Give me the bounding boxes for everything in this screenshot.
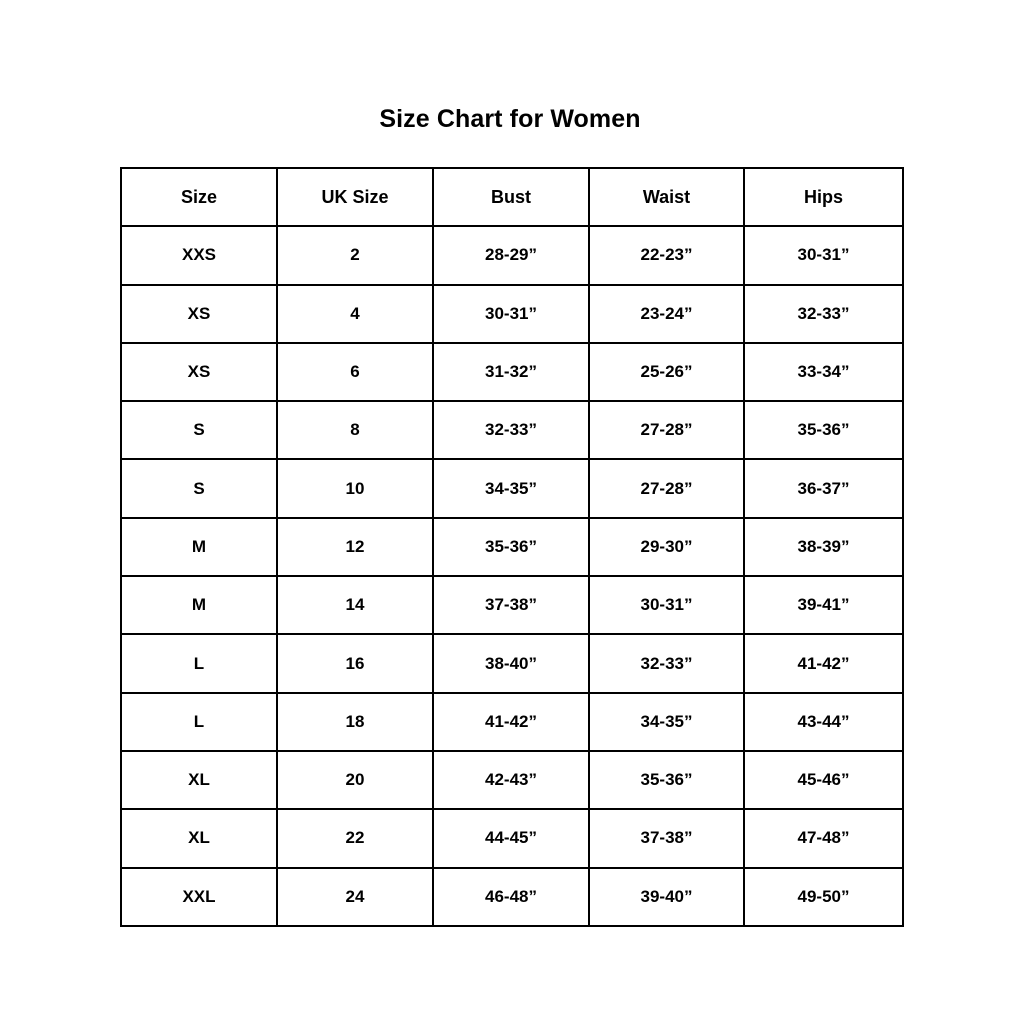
cell-uk-size: 4 [276,283,434,344]
cell-uk-size: 20 [276,749,434,811]
cell-uk-size: 14 [276,575,434,636]
table-row: S 8 32-33” 27-28” 35-36” [120,400,904,461]
table-row: XS 4 30-31” 23-24” 32-33” [120,283,904,344]
table-row: XXS 2 28-29” 22-23” 30-31” [120,225,904,286]
cell-size: XL [120,749,278,811]
cell-hips: 43-44” [743,691,904,752]
cell-bust: 41-42” [432,691,590,752]
cell-hips: 47-48” [743,808,904,869]
cell-bust: 35-36” [432,516,590,578]
cell-waist: 22-23” [588,225,745,286]
cell-uk-size: 12 [276,516,434,578]
size-chart-table: Size UK Size Bust Waist Hips XXS 2 28-29… [120,166,904,927]
cell-uk-size: 24 [276,866,434,927]
cell-waist: 27-28” [588,458,745,519]
cell-hips: 45-46” [743,749,904,811]
table-row: XS 6 31-32” 25-26” 33-34” [120,341,904,403]
cell-hips: 39-41” [743,575,904,636]
cell-uk-size: 22 [276,808,434,869]
cell-waist: 27-28” [588,400,745,461]
cell-waist: 23-24” [588,283,745,344]
cell-size: L [120,691,278,752]
cell-waist: 29-30” [588,516,745,578]
cell-size: L [120,633,278,694]
cell-hips: 41-42” [743,633,904,694]
cell-waist: 25-26” [588,341,745,403]
cell-bust: 44-45” [432,808,590,869]
cell-bust: 28-29” [432,225,590,286]
cell-waist: 34-35” [588,691,745,752]
column-header-hips: Hips [743,166,904,228]
cell-size: XS [120,341,278,403]
table-header: Size UK Size Bust Waist Hips [120,166,904,228]
table-row: L 16 38-40” 32-33” 41-42” [120,633,904,694]
cell-size: XL [120,808,278,869]
cell-uk-size: 16 [276,633,434,694]
cell-bust: 37-38” [432,575,590,636]
table-row: XL 22 44-45” 37-38” 47-48” [120,808,904,869]
cell-bust: 42-43” [432,749,590,811]
cell-hips: 30-31” [743,225,904,286]
cell-bust: 34-35” [432,458,590,519]
cell-uk-size: 18 [276,691,434,752]
cell-hips: 38-39” [743,516,904,578]
table-row: XL 20 42-43” 35-36” 45-46” [120,749,904,811]
table-row: M 14 37-38” 30-31” 39-41” [120,575,904,636]
cell-size: S [120,400,278,461]
column-header-size: Size [120,166,278,228]
column-header-waist: Waist [588,166,745,228]
table-row: S 10 34-35” 27-28” 36-37” [120,458,904,519]
cell-uk-size: 6 [276,341,434,403]
cell-size: S [120,458,278,519]
cell-hips: 49-50” [743,866,904,927]
cell-waist: 37-38” [588,808,745,869]
table-body: XXS 2 28-29” 22-23” 30-31” XS 4 30-31” 2… [120,225,904,927]
cell-uk-size: 8 [276,400,434,461]
cell-hips: 35-36” [743,400,904,461]
table-row: M 12 35-36” 29-30” 38-39” [120,516,904,578]
cell-bust: 32-33” [432,400,590,461]
cell-size: XS [120,283,278,344]
size-chart-table-container: Size UK Size Bust Waist Hips XXS 2 28-29… [120,166,904,927]
table-row: L 18 41-42” 34-35” 43-44” [120,691,904,752]
cell-hips: 32-33” [743,283,904,344]
table-row: XXL 24 46-48” 39-40” 49-50” [120,866,904,927]
cell-bust: 30-31” [432,283,590,344]
cell-uk-size: 10 [276,458,434,519]
cell-waist: 30-31” [588,575,745,636]
cell-bust: 38-40” [432,633,590,694]
cell-hips: 33-34” [743,341,904,403]
column-header-uk-size: UK Size [276,166,434,228]
cell-bust: 31-32” [432,341,590,403]
column-header-bust: Bust [432,166,590,228]
cell-size: M [120,516,278,578]
cell-bust: 46-48” [432,866,590,927]
cell-waist: 32-33” [588,633,745,694]
page-title: Size Chart for Women [379,105,641,133]
cell-hips: 36-37” [743,458,904,519]
table-header-row: Size UK Size Bust Waist Hips [120,166,904,228]
cell-waist: 39-40” [588,866,745,927]
cell-uk-size: 2 [276,225,434,286]
cell-size: M [120,575,278,636]
cell-waist: 35-36” [588,749,745,811]
cell-size: XXS [120,225,278,286]
cell-size: XXL [120,866,278,927]
